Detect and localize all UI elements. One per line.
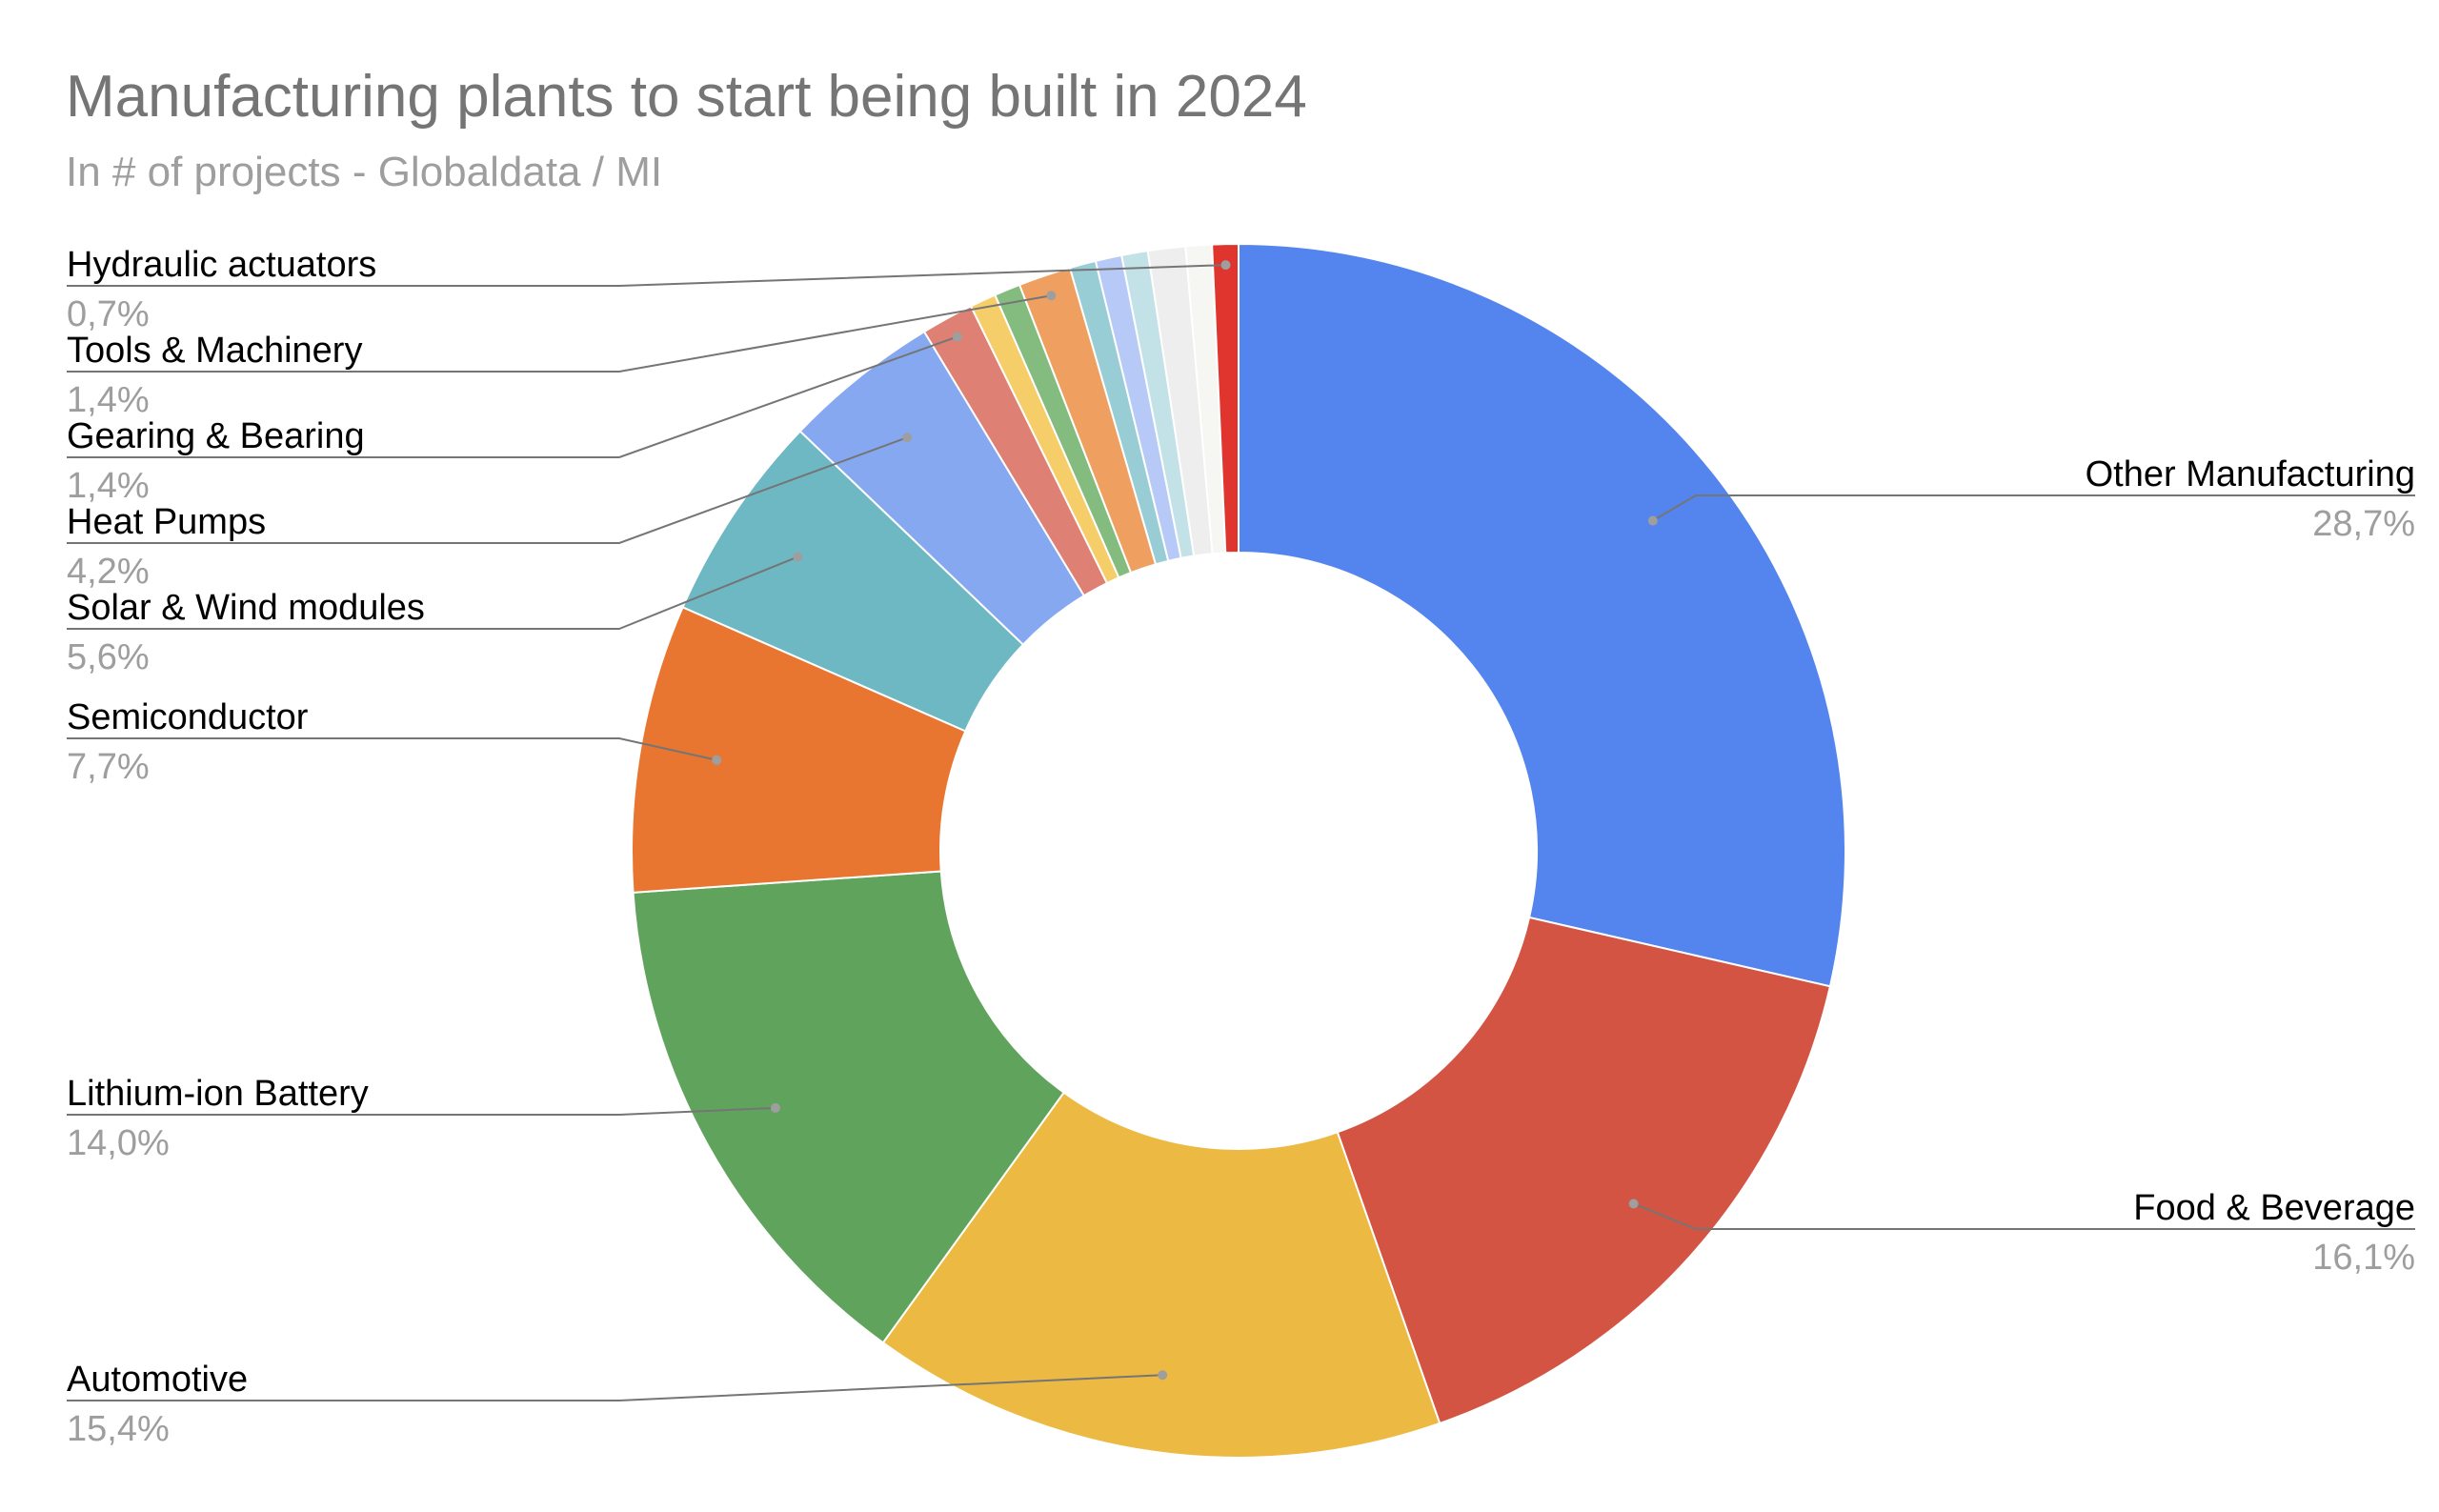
leader-dot-food-and-beverage [1628, 1199, 1639, 1209]
leader-dot-heat-pumps [902, 433, 913, 443]
value-label-semiconductor: 7,7% [67, 747, 150, 787]
leader-dot-automotive [1158, 1370, 1168, 1381]
value-label-heat-pumps: 4,2% [67, 552, 150, 592]
leader-line-gearing-and-bearing [67, 335, 958, 458]
label-lithium-ion-battery: Lithium-ion Battery [67, 1074, 369, 1114]
value-label-food-and-beverage: 16,1% [2312, 1238, 2415, 1278]
leader-line-semiconductor [67, 737, 717, 761]
value-label-automotive: 15,4% [67, 1409, 170, 1449]
label-automotive: Automotive [67, 1360, 248, 1400]
leader-dot-other-manufacturing [1647, 515, 1658, 526]
label-other-manufacturing: Other Manufacturing [2086, 454, 2415, 494]
label-heat-pumps: Heat Pumps [67, 502, 266, 542]
leader-line-tools-and-machinery [67, 294, 1052, 373]
slices-layer [631, 242, 1846, 1459]
value-label-lithium-ion-battery: 14,0% [67, 1123, 170, 1163]
leader-line-automotive [67, 1374, 1163, 1401]
value-label-gearing-and-bearing: 1,4% [67, 466, 150, 506]
label-food-and-beverage: Food & Beverage [2133, 1188, 2415, 1228]
labels-layer: Other Manufacturing 28,7% Food & Beverage 1… [67, 245, 2415, 1449]
leader-line-lithium-ion-battery [67, 1106, 776, 1116]
chart-subtitle: In # of projects - Globaldata / MI [66, 149, 663, 195]
slice-lithium-ion-battery[interactable] [632, 870, 1066, 1344]
value-label-other-manufacturing: 28,7% [2312, 504, 2415, 544]
leader-dot-tools-and-machinery [1046, 291, 1057, 301]
slice-automotive[interactable] [881, 1091, 1441, 1459]
slice-food-and-beverage[interactable] [1336, 916, 1832, 1425]
leader-line-food-and-beverage [1633, 1202, 2415, 1230]
leader-dot-hydraulic-actuators [1220, 260, 1231, 271]
leader-line-other-manufacturing [1652, 494, 2415, 522]
value-label-hydraulic-actuators: 0,7% [67, 294, 150, 334]
value-label-tools-and-machinery: 1,4% [67, 380, 150, 420]
leader-line-heat-pumps [67, 436, 908, 544]
leader-dot-solar-and-wind-modules [793, 552, 803, 562]
label-solar-and-wind-modules: Solar & Wind modules [67, 588, 425, 628]
leader-line-solar-and-wind-modules [67, 555, 798, 630]
label-tools-and-machinery: Tools & Machinery [67, 331, 362, 371]
label-semiconductor: Semiconductor [67, 697, 309, 737]
label-gearing-and-bearing: Gearing & Bearing [67, 416, 365, 456]
chart-title: Manufacturing plants to start being buil… [66, 64, 1307, 130]
leader-dot-lithium-ion-battery [770, 1102, 780, 1113]
leader-dot-semiconductor [712, 755, 722, 765]
value-label-solar-and-wind-modules: 5,6% [67, 637, 150, 677]
leader-lines-layer [67, 260, 2415, 1401]
slice-other-manufacturing[interactable] [1238, 242, 1846, 988]
label-hydraulic-actuators: Hydraulic actuators [67, 245, 376, 285]
leader-dot-gearing-and-bearing [952, 332, 962, 342]
slice-hydraulic-actuators[interactable] [1211, 242, 1240, 554]
leader-line-hydraulic-actuators [67, 264, 1226, 287]
